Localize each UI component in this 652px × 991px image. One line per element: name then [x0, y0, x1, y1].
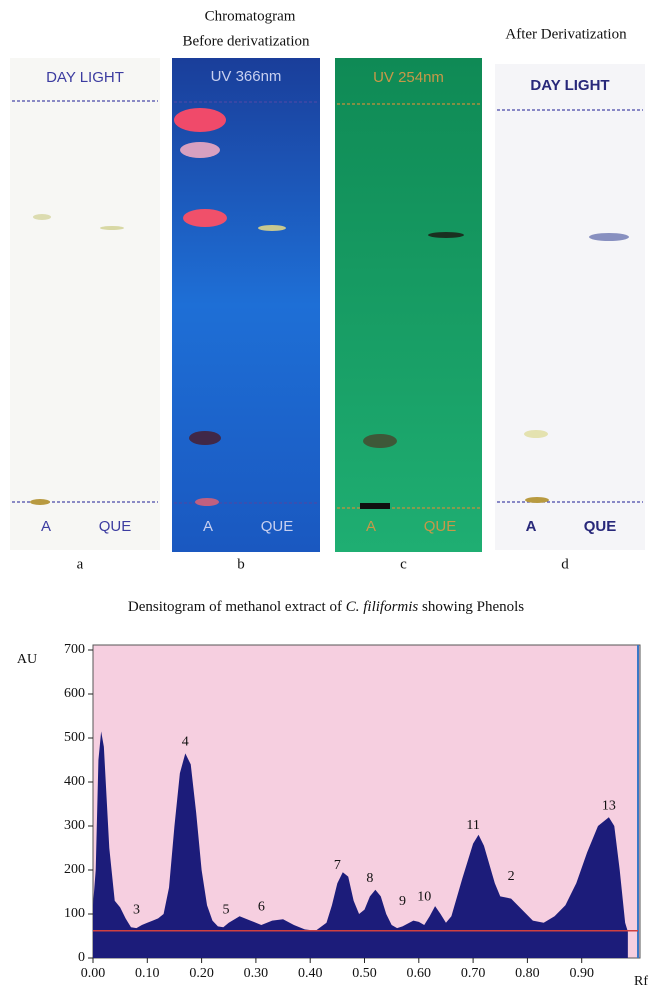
- peak-label: 2: [508, 869, 515, 884]
- x-tick-label: 0.30: [244, 966, 269, 981]
- y-tick-label: 100: [64, 906, 85, 921]
- plate-label: DAY LIGHT: [530, 77, 609, 94]
- x-tick-label: 0.50: [352, 966, 377, 981]
- peak-label: 6: [258, 900, 265, 915]
- y-tick-label: 300: [64, 818, 85, 833]
- peak-label: 10: [417, 889, 431, 904]
- figure: Chromatogram Before derivatization After…: [0, 0, 652, 991]
- peak-label: 4: [182, 735, 189, 750]
- lane-label: QUE: [99, 518, 132, 535]
- x-tick-label: 0.70: [461, 966, 486, 981]
- plate-label: UV 254nm: [373, 69, 444, 86]
- plate-label: DAY LIGHT: [46, 69, 124, 86]
- x-tick-label: 0.80: [515, 966, 540, 981]
- page: {"figure": { "header_left": ["Chromatogr…: [0, 0, 652, 991]
- panel-letter: d: [561, 556, 569, 572]
- y-tick-label: 0: [78, 950, 85, 965]
- x-tick-label: 0.40: [298, 966, 323, 981]
- lane-label: A: [526, 518, 537, 535]
- panel-letter: b: [237, 556, 245, 572]
- panel-letter: a: [77, 556, 84, 572]
- lane-label: A: [203, 518, 213, 535]
- peak-label: 9: [399, 894, 406, 909]
- peak-label: 7: [334, 858, 341, 873]
- x-tick-label: 0.20: [189, 966, 214, 981]
- y-axis-label: AU: [17, 652, 37, 667]
- x-axis-label: Rf: [634, 974, 648, 989]
- peak-label: 5: [223, 903, 230, 918]
- x-tick-label: 0.90: [569, 966, 594, 981]
- plate: [495, 64, 645, 550]
- header: After Derivatization: [505, 26, 627, 42]
- x-tick-label: 0.10: [135, 966, 160, 981]
- peak-label: 8: [366, 871, 373, 886]
- x-tick-label: 0.60: [407, 966, 432, 981]
- y-tick-label: 700: [64, 642, 85, 657]
- peak-label: 11: [466, 818, 479, 833]
- header: Chromatogram: [205, 8, 296, 24]
- plate: [10, 58, 160, 550]
- plates: [10, 58, 645, 552]
- y-tick-label: 400: [64, 774, 85, 789]
- peak-label: 3: [133, 903, 140, 918]
- lane-label: QUE: [584, 518, 617, 535]
- lane-label: QUE: [424, 518, 457, 535]
- lane-label: A: [366, 518, 376, 535]
- y-tick-label: 200: [64, 862, 85, 877]
- lane-label: QUE: [261, 518, 294, 535]
- x-tick-label: 0.00: [81, 966, 106, 981]
- lane-label: A: [41, 518, 51, 535]
- plate-label: UV 366nm: [211, 68, 282, 85]
- y-tick-label: 600: [64, 686, 85, 701]
- header: Before derivatization: [182, 33, 310, 49]
- y-tick-label: 500: [64, 730, 85, 745]
- plate: [172, 58, 320, 552]
- plate: [335, 58, 482, 552]
- peak-label: 13: [602, 798, 616, 813]
- chart-title: Densitogram of methanol extract of C. fi…: [128, 599, 524, 615]
- panel-letter: c: [400, 556, 407, 572]
